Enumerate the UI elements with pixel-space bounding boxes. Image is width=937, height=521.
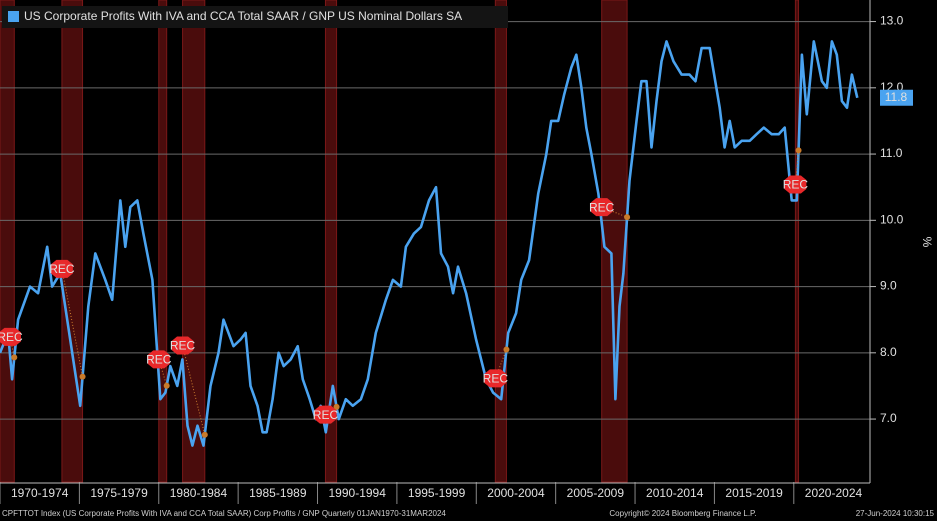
- footer-left: CPFTTOT Index (US Corporate Profits With…: [2, 509, 446, 518]
- last-value-box: [880, 89, 913, 106]
- rec-tag: [50, 259, 73, 278]
- rec-tag: [171, 336, 194, 355]
- x-tick-label: 1990-1994: [329, 486, 387, 500]
- x-tick-label: 2020-2024: [805, 486, 863, 500]
- y-tick-label: 8.0: [880, 345, 897, 359]
- rec-tag: [0, 327, 21, 346]
- recession-connector: [61, 268, 84, 377]
- recession-dot: [201, 431, 208, 438]
- recession-band: [0, 0, 15, 483]
- recession-band: [61, 0, 84, 483]
- last-value-label: 11.8: [885, 90, 908, 104]
- legend-swatch: [8, 11, 19, 22]
- x-tick-label: 1995-1999: [408, 486, 466, 500]
- x-tick-label: 1985-1989: [249, 486, 307, 500]
- recession-band: [601, 0, 628, 483]
- recession-band: [494, 0, 507, 483]
- recession-connector: [182, 345, 206, 435]
- y-tick-label: 13.0: [880, 14, 904, 28]
- recession-dot: [11, 354, 18, 361]
- rec-tag: [784, 175, 807, 194]
- x-tick-label: 1975-1979: [90, 486, 148, 500]
- legend-label: US Corporate Profits With IVA and CCA To…: [24, 9, 462, 23]
- y-tick-label: 9.0: [880, 279, 897, 293]
- rec-tag-label: REC: [483, 372, 509, 386]
- rec-tag-label: REC: [49, 262, 75, 276]
- recession-band: [182, 0, 206, 483]
- footer-center: Copyright© 2024 Bloomberg Finance L.P.: [609, 509, 756, 518]
- series-line: [0, 40, 859, 447]
- x-tick-label: 2005-2009: [567, 486, 625, 500]
- recession-band: [324, 0, 338, 483]
- recession-connector: [494, 349, 507, 379]
- x-tick-label: 2010-2014: [646, 486, 704, 500]
- recession-dot: [163, 382, 170, 389]
- rec-tag: [484, 369, 507, 388]
- rec-tag: [147, 350, 170, 369]
- footer-right: 27-Jun-2024 10:30:15: [856, 509, 935, 518]
- recession-dot: [624, 214, 631, 221]
- recession-dot: [79, 373, 86, 380]
- rec-tag-label: REC: [783, 178, 809, 192]
- y-tick-label: 11.0: [880, 146, 903, 160]
- legend-box: [2, 6, 508, 28]
- y-tick-label: 10.0: [880, 212, 904, 226]
- rec-tag-label: REC: [313, 408, 339, 422]
- x-tick-label: 1970-1974: [11, 486, 69, 500]
- y-axis-label: %: [920, 237, 934, 248]
- rec-tag-label: REC: [170, 339, 196, 353]
- recession-dot: [795, 147, 802, 154]
- rec-tag: [590, 198, 613, 217]
- y-tick-label: 7.0: [880, 411, 897, 425]
- recession-band: [158, 0, 168, 483]
- x-tick-label: 2015-2019: [725, 486, 783, 500]
- recession-dot: [503, 346, 510, 353]
- x-tick-label: 1980-1984: [170, 486, 228, 500]
- rec-tag-label: REC: [0, 330, 23, 344]
- rec-tag: [314, 405, 337, 424]
- rec-tag-label: REC: [146, 353, 172, 367]
- x-tick-label: 2000-2004: [487, 486, 545, 500]
- recession-band: [794, 0, 800, 483]
- recession-dot: [333, 403, 340, 410]
- rec-tag-label: REC: [589, 200, 615, 214]
